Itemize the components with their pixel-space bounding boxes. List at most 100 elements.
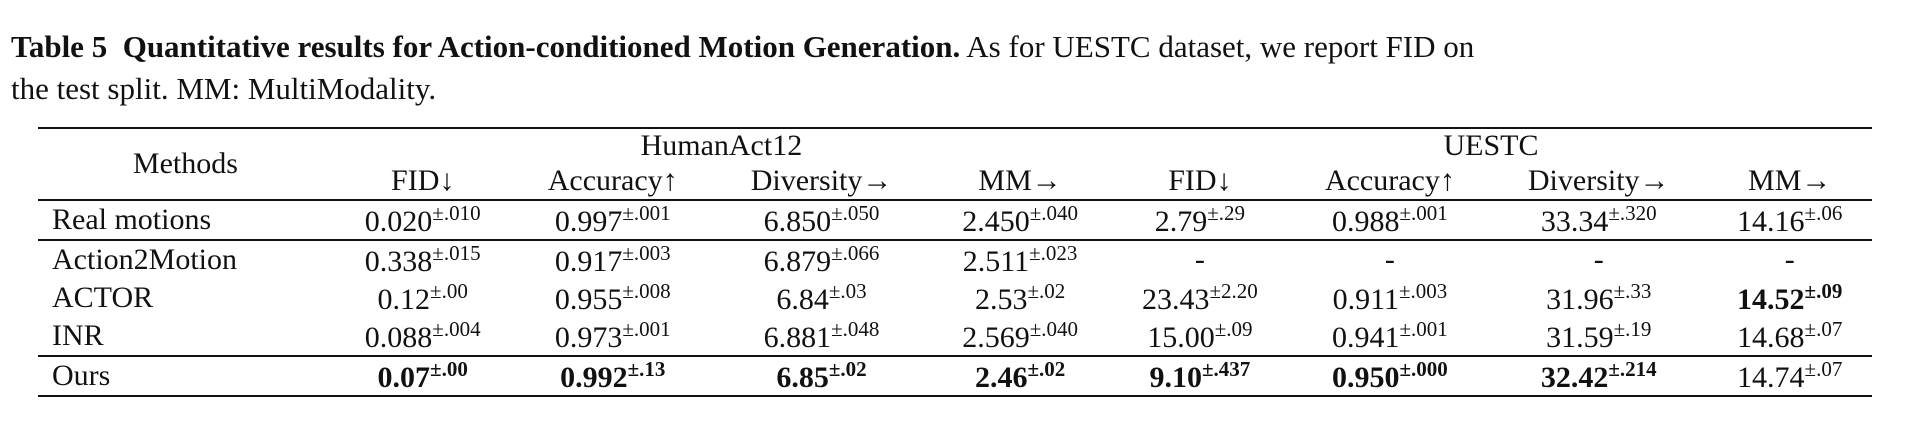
metric-cell: 33.34±.320: [1490, 199, 1708, 240]
metric-cell: -: [1289, 239, 1491, 279]
metric-value: 0.07: [377, 361, 431, 394]
metric-std: ±.00: [430, 357, 468, 381]
metric-std: ±.001: [1399, 317, 1448, 341]
metric-std: ±.07: [1804, 317, 1843, 341]
metric-std: ±.19: [1613, 317, 1652, 341]
metric-value: 14.74: [1737, 361, 1805, 394]
metric-cell: 0.07±.00: [332, 355, 513, 397]
metric-std: ±.09: [1214, 317, 1253, 341]
metric-std: ±.010: [432, 201, 481, 225]
metric-value: 0.988: [1332, 205, 1400, 238]
metric-std: ±.02: [1027, 357, 1066, 381]
metric-value: 0.12: [377, 283, 431, 316]
metric-value: 0.997: [554, 205, 623, 238]
metric-cell: 6.84±.03: [713, 279, 930, 317]
metric-value: 14.52: [1737, 283, 1805, 316]
column-header: Accuracy↑: [1324, 164, 1455, 197]
metric-cell: 0.088±.004: [333, 317, 513, 356]
column-header: Accuracy↑: [547, 164, 678, 197]
metric-value: 9.10: [1149, 361, 1202, 394]
metric-cell: 0.911±.003: [1290, 279, 1490, 317]
metric-value: 32.42: [1540, 361, 1609, 394]
caption-text-line1: As for UESTC dataset, we report FID on: [966, 29, 1475, 64]
method-name: INR: [52, 319, 104, 352]
table-caption: Table 5 Quantitative results for Action-…: [11, 26, 1911, 110]
metric-std: ±.023: [1029, 241, 1078, 265]
metric-std: ±.066: [831, 241, 880, 265]
metric-cell: 31.96±.33: [1490, 279, 1707, 317]
caption-label: Table 5: [11, 29, 108, 64]
metric-value: 31.96: [1546, 283, 1614, 316]
metric-std: ±.000: [1399, 357, 1448, 381]
metric-value: 0.973: [554, 321, 623, 354]
metric-value: 0.955: [554, 283, 623, 316]
metric-std: ±.008: [622, 279, 671, 303]
metric-cell: -: [1707, 239, 1872, 279]
metric-std: ±.09: [1804, 279, 1843, 303]
metric-std: ±.320: [1608, 201, 1657, 225]
method-name: Ours: [38, 355, 333, 397]
metric-value: 0.941: [1332, 321, 1400, 354]
table-row: Ours 0.07±.00 0.992±.13 6.85±.02 2.46±.02 9.1…: [38, 355, 1872, 397]
metric-value: 6.85: [776, 361, 829, 394]
metric-cell: -: [1490, 239, 1708, 279]
metric-std: ±.003: [622, 241, 671, 265]
method-name: Action2Motion: [38, 239, 333, 279]
metric-cell: -: [1109, 239, 1290, 279]
metric-std: ±.040: [1029, 201, 1078, 225]
metric-value: 6.850: [763, 205, 832, 238]
method-name: Real motions: [38, 199, 333, 240]
metric-std: ±.33: [1613, 279, 1652, 303]
metric-value: 23.43: [1141, 283, 1210, 316]
metric-std: ±.001: [1399, 201, 1448, 225]
metric-std: ±.06: [1804, 201, 1843, 225]
caption-text-line2: the test split. MM: MultiModality.: [11, 71, 437, 106]
metric-value: 0.950: [1332, 361, 1400, 394]
metric-cell: 6.850±.050: [712, 199, 931, 240]
metric-std: ±.214: [1608, 357, 1657, 381]
metric-value: 0.338: [364, 245, 433, 278]
metric-std: ±.02: [1027, 279, 1066, 303]
metric-cell: 14.74±.07: [1707, 355, 1872, 397]
metric-value: 2.450: [962, 205, 1030, 238]
column-header: Diversity→: [1527, 164, 1670, 197]
metric-cell: 0.941±.001: [1290, 317, 1490, 356]
metric-value: 14.16: [1737, 205, 1805, 238]
metric-cell: 14.68±.07: [1707, 317, 1872, 356]
table-row: Real motions 0.020±.010 0.997±.001 6.850±.0…: [38, 199, 1872, 240]
methods-header: Methods: [38, 127, 333, 200]
metric-value: -: [1194, 243, 1205, 276]
metric-value: 6.879: [763, 245, 832, 278]
group-header-uestc: UESTC: [1109, 127, 1872, 163]
metric-value: 33.34: [1540, 205, 1609, 238]
metric-cell: 9.10±.437: [1109, 355, 1290, 397]
metric-std: ±.07: [1804, 357, 1843, 381]
metric-cell: 0.917±.003: [512, 239, 713, 279]
metric-value: 6.881: [763, 321, 832, 354]
metric-std: ±.02: [828, 357, 867, 381]
column-header: FID↓: [391, 164, 455, 197]
metric-cell: 2.569±.040: [930, 317, 1110, 356]
metric-value: 31.59: [1546, 321, 1614, 354]
group-header-row: Methods HumanAct12 UESTC: [38, 127, 1872, 200]
metric-value: 2.53: [974, 283, 1028, 316]
metric-value: -: [1384, 243, 1395, 276]
metric-cell: 0.12±.00: [333, 279, 513, 317]
table-row: ACTOR 0.12±.00 0.955±.008 6.84±.03 2.53±.02 2…: [38, 279, 1872, 317]
column-header: MM→: [978, 164, 1062, 197]
metric-std: ±.040: [1029, 317, 1078, 341]
metric-cell: 2.79±.29: [1109, 199, 1290, 240]
metric-cell: 0.997±.001: [512, 199, 713, 240]
metric-cell: 2.53±.02: [930, 279, 1110, 317]
metric-std: ±.03: [828, 279, 867, 303]
metric-value: 2.79: [1154, 205, 1208, 238]
metric-std: ±2.20: [1209, 279, 1258, 303]
metric-value: 0.917: [554, 245, 623, 278]
metric-std: ±.050: [831, 201, 880, 225]
table-row: Action2Motion 0.338±.015 0.917±.003 6.879±.…: [38, 239, 1872, 279]
metric-cell: 0.338±.015: [332, 239, 513, 279]
metric-value: 0.020: [364, 205, 433, 238]
metric-std: ±.437: [1201, 357, 1251, 381]
group-header-humanact12: HumanAct12: [332, 127, 1110, 163]
column-header-row: FID↓ Accuracy↑ Diversity→ MM→ FID↓ Accur…: [38, 163, 1872, 200]
